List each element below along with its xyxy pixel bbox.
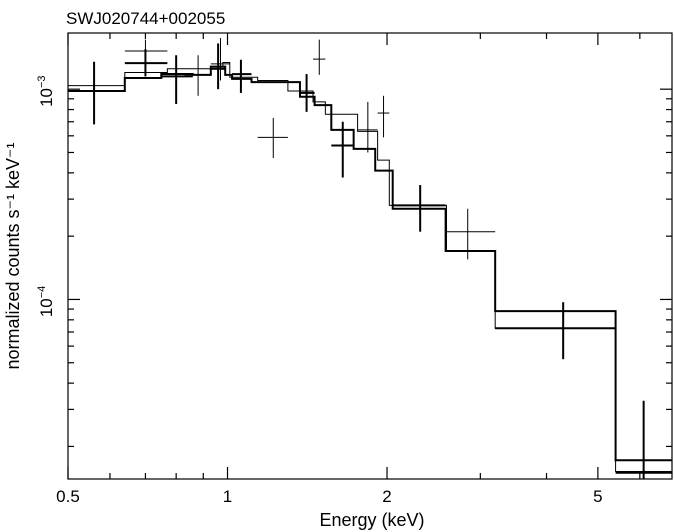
data-point xyxy=(257,117,288,159)
data-point xyxy=(331,121,354,178)
data-point xyxy=(161,55,193,105)
x-tick-label: 0.5 xyxy=(56,487,80,506)
model-histograms xyxy=(68,61,672,472)
data-point xyxy=(446,208,496,260)
model-step-line-1 xyxy=(68,65,672,462)
data-point xyxy=(377,95,390,138)
data-point xyxy=(210,38,230,81)
data-point xyxy=(68,61,125,125)
data-point xyxy=(615,400,672,479)
x-axis-tick-labels: 0.5 1 2 5 xyxy=(56,487,602,506)
x-axis-ticks xyxy=(67,33,641,479)
data-point xyxy=(313,39,326,75)
data-point xyxy=(124,39,168,64)
data-point xyxy=(495,302,616,360)
data-point xyxy=(357,101,378,153)
y-axis-ticks xyxy=(68,88,672,448)
data-point xyxy=(184,55,211,96)
chart-title: SWJ020744+002055 xyxy=(66,9,225,28)
data-point xyxy=(299,74,315,112)
x-tick-label: 5 xyxy=(593,487,602,506)
x-tick-label: 1 xyxy=(223,487,232,506)
data-points xyxy=(68,38,672,479)
data-point xyxy=(210,43,226,90)
data-point xyxy=(232,59,252,93)
y-axis-tick-labels: 10−4 10−3 xyxy=(36,75,56,317)
x-axis-label: Energy (keV) xyxy=(319,510,424,530)
model-step-line-2 xyxy=(68,61,672,472)
plot-frame xyxy=(67,32,673,480)
x-tick-label: 2 xyxy=(382,487,391,506)
y-axis-label: normalized counts s⁻¹ keV⁻¹ xyxy=(3,142,23,369)
data-point xyxy=(392,185,446,232)
y-tick-label: 10−3 xyxy=(36,75,56,106)
y-tick-label: 10−4 xyxy=(36,286,56,317)
